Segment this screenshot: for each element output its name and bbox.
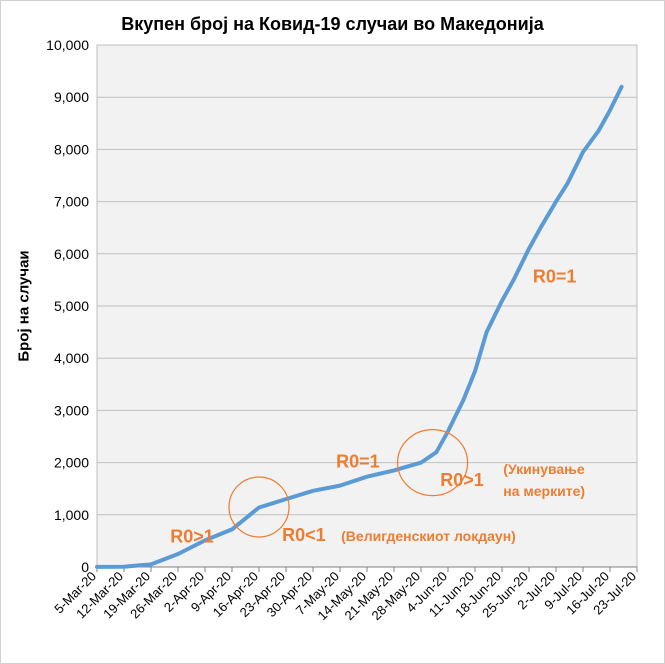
y-tick-label: 2,000 [54, 455, 89, 471]
annotation-label: R0>1 [170, 526, 214, 546]
annotation-label: R0=1 [336, 451, 380, 471]
series-line [95, 84, 624, 569]
annotation-note: (Велигденскиот локдаун) [341, 528, 516, 544]
annotation-label: R0<1 [282, 525, 326, 545]
annotation-note-line: на мерките) [503, 483, 585, 499]
y-tick-label: 3,000 [54, 402, 89, 418]
annotation-note: (Укинување на мерките) [503, 461, 585, 499]
y-tick-label: 6,000 [54, 246, 89, 262]
highlight-circle [396, 429, 469, 497]
annotation-note-line: (Велигденскиот локдаун) [341, 528, 516, 544]
y-tick-label: 9,000 [54, 89, 89, 105]
highlight-circle [228, 476, 290, 538]
chart-title: Вкупен број на Ковид-19 случаи во Македо… [121, 14, 544, 34]
y-tick-label: 5,000 [54, 298, 89, 314]
y-tick-label: 8,000 [54, 141, 89, 157]
y-tick-label: 10,000 [46, 37, 89, 53]
annotation-note-line: (Укинување [503, 461, 585, 477]
y-tick-label: 4,000 [54, 350, 89, 366]
y-tick-label: 7,000 [54, 194, 89, 210]
annotation-label: R0>1 [440, 470, 484, 490]
annotation-label: R0=1 [533, 267, 577, 287]
y-tick-label: 1,000 [54, 507, 89, 523]
y-tick-label: 0 [81, 559, 89, 575]
